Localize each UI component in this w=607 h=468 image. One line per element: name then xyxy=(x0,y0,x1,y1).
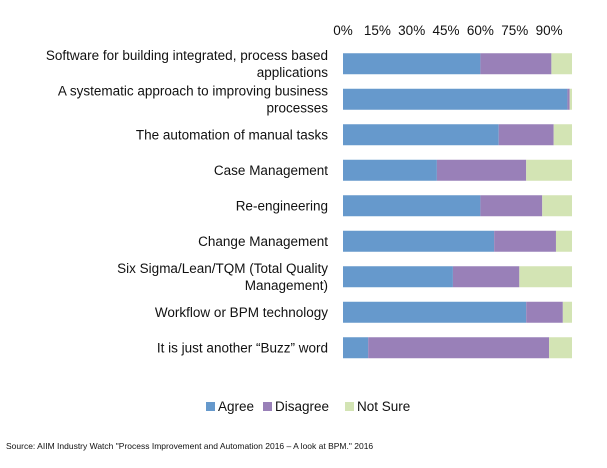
bar-agree xyxy=(343,53,481,75)
bar-not-sure xyxy=(553,124,572,146)
x-tick-label: 0% xyxy=(333,23,353,38)
chart: 0% 15% 30% 45% 60% 75% 90% Software for buildin… xyxy=(46,23,572,414)
bar-disagree xyxy=(526,301,563,323)
legend-label: Not Sure xyxy=(357,399,410,414)
bar-agree xyxy=(343,88,568,110)
bar-not-sure xyxy=(555,230,572,252)
bar-not-sure xyxy=(569,88,572,110)
bar-disagree xyxy=(368,337,550,359)
bar-disagree xyxy=(436,159,527,181)
category-label: Re-engineering xyxy=(236,198,328,213)
bar-disagree xyxy=(494,230,556,252)
bar-not-sure xyxy=(549,337,572,359)
bar-not-sure xyxy=(542,195,572,217)
bar-disagree xyxy=(498,124,554,146)
bar-not-sure xyxy=(562,301,572,323)
bar-agree xyxy=(343,159,437,181)
category-label: It is just another “Buzz” word xyxy=(157,340,328,355)
source-note: Source: AIIM Industry Watch "Process Imp… xyxy=(6,441,374,451)
bar-disagree xyxy=(480,195,543,217)
x-tick-label: 60% xyxy=(467,23,494,38)
bar-disagree xyxy=(480,53,552,75)
bar-disagree xyxy=(452,266,520,288)
bar-not-sure xyxy=(519,266,572,288)
bar-agree xyxy=(343,195,481,217)
category-label: Software for building integrated, proces… xyxy=(46,48,328,80)
legend-swatch xyxy=(263,402,272,411)
x-tick-label: 15% xyxy=(364,23,391,38)
legend-label: Disagree xyxy=(275,399,329,414)
category-label: Workflow or BPM technology xyxy=(155,305,328,320)
x-tick-label: 75% xyxy=(501,23,528,38)
bar-not-sure xyxy=(526,159,572,181)
category-label: Change Management xyxy=(198,234,328,249)
category-label: Case Management xyxy=(214,163,328,178)
category-label: Six Sigma/Lean/TQM (Total Quality Managem… xyxy=(117,261,328,293)
legend-swatch xyxy=(345,402,354,411)
bar-agree xyxy=(343,337,369,359)
bar-not-sure xyxy=(551,53,572,75)
category-label: A systematic approach to improving busin… xyxy=(58,83,328,115)
bar-agree xyxy=(343,301,527,323)
category-label: The automation of manual tasks xyxy=(136,127,328,142)
bar-agree xyxy=(343,230,495,252)
x-tick-label: 90% xyxy=(536,23,563,38)
legend-swatch xyxy=(206,402,215,411)
x-tick-label: 30% xyxy=(398,23,425,38)
bar-agree xyxy=(343,124,499,146)
bar-disagree xyxy=(567,88,570,110)
x-tick-label: 45% xyxy=(433,23,460,38)
bar-agree xyxy=(343,266,453,288)
legend-label: Agree xyxy=(218,399,254,414)
